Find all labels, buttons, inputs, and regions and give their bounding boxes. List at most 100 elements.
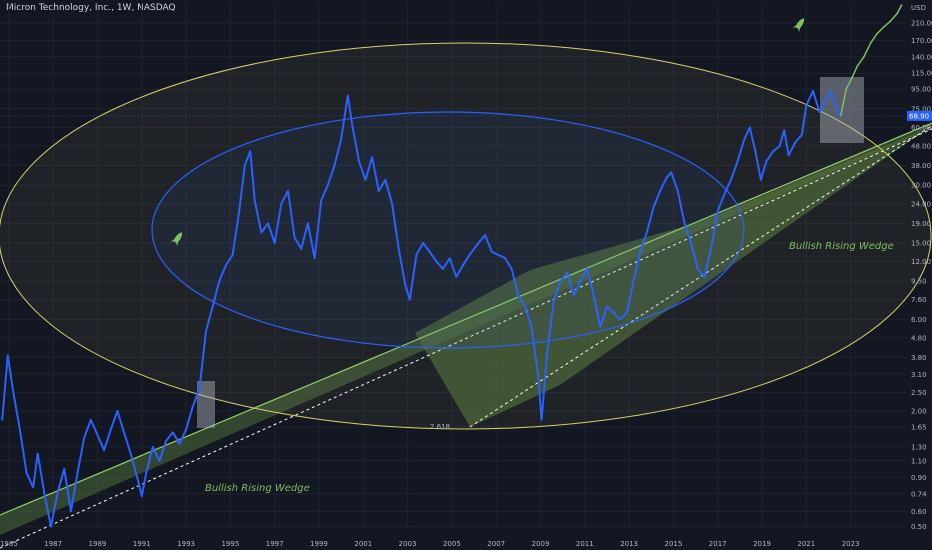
price-point [371, 156, 373, 159]
price-point [676, 190, 679, 192]
price-point [260, 231, 263, 234]
y-tick-label: 6.00 [911, 316, 927, 324]
x-tick-label: 2017 [709, 540, 727, 548]
y-tick-label: 0.90 [911, 474, 927, 482]
price-point [300, 247, 303, 250]
price-point [592, 294, 595, 297]
outer-ellipse [0, 42, 932, 430]
y-tick-label: 60.00 [911, 124, 931, 132]
last-price-label: 68.90 [909, 112, 929, 120]
price-point [198, 388, 201, 390]
price-point [836, 110, 839, 112]
price-point [116, 410, 119, 412]
x-tick-label: 1995 [221, 540, 239, 548]
inner-ellipse [151, 111, 745, 349]
price-point [537, 376, 540, 379]
price-point [377, 190, 380, 192]
price-point [313, 257, 316, 260]
x-tick-label: 2015 [664, 540, 682, 548]
price-point [900, 4, 903, 6]
y-tick-label: 2.50 [911, 389, 927, 397]
y-tick-label: 1.30 [911, 443, 927, 451]
price-point [63, 467, 66, 470]
price-point [510, 268, 513, 270]
x-tick-label: 2003 [399, 540, 417, 548]
price-point [280, 202, 283, 205]
price-point [599, 325, 602, 328]
price-point [243, 164, 246, 167]
price-point [178, 442, 181, 445]
price-point [6, 354, 9, 357]
price-point [225, 264, 227, 267]
price-point [889, 20, 892, 22]
price-point [772, 150, 774, 153]
price-point [566, 271, 568, 274]
price-point [249, 150, 252, 153]
y-tick-label: 75.00 [911, 105, 931, 113]
currency-label: USD [911, 4, 926, 12]
price-point [404, 284, 407, 287]
price-point [89, 418, 92, 421]
price-point [730, 178, 732, 181]
y-tick-label: 140.00 [911, 53, 932, 61]
price-point [845, 88, 848, 90]
chart-header: Micron Technology, Inc., 1W, NASDAQ [6, 3, 176, 13]
price-point [136, 476, 139, 479]
price-point [794, 141, 797, 144]
y-tick-label: 95.00 [911, 86, 931, 94]
price-point [428, 250, 431, 253]
price-point [690, 242, 692, 244]
price-point [765, 160, 768, 163]
price-point [165, 439, 168, 442]
x-tick-label: 2011 [576, 540, 594, 548]
x-tick-label: 2019 [753, 540, 771, 548]
price-point [665, 176, 668, 179]
price-point [171, 431, 174, 434]
price-point [1, 418, 4, 421]
price-point [83, 436, 86, 439]
price-point [103, 449, 105, 452]
price-point [455, 275, 458, 278]
y-tick-label: 170.00 [911, 37, 932, 45]
price-point [158, 460, 161, 462]
price-point [619, 318, 622, 321]
price-point [76, 472, 79, 474]
price-point [659, 190, 661, 192]
price-point [326, 184, 329, 187]
price-point [287, 190, 289, 192]
price-point [397, 247, 400, 250]
last-price-marker [907, 110, 932, 121]
fib-level-label: 2.618 [430, 423, 450, 431]
x-tick-label: 1987 [44, 540, 62, 548]
lower-wedge-fill [415, 127, 930, 427]
price-point [559, 280, 562, 282]
price-axis: USD 210.00 170.00 140.00 115.00 95.00 75.00 60… [0, 4, 932, 531]
price-point [25, 472, 28, 474]
y-tick-label: 2.00 [911, 408, 927, 416]
price-point [185, 428, 188, 431]
price-point [462, 264, 464, 267]
x-tick-label: 2023 [842, 540, 860, 548]
wedge-label-lower: Bullish Rising Wedge [205, 483, 310, 494]
price-point [812, 90, 814, 92]
price-point [96, 434, 99, 436]
price-point [490, 250, 493, 253]
price-point [435, 260, 438, 263]
price-point [696, 268, 699, 270]
x-tick-label: 1989 [89, 540, 107, 548]
price-point [422, 242, 424, 244]
price-point [632, 280, 635, 282]
price-point [109, 428, 112, 431]
price-point [818, 111, 821, 114]
price-point [484, 234, 486, 237]
price-point [19, 428, 21, 431]
price-point [43, 491, 46, 494]
price-point [723, 193, 726, 195]
y-tick-label: 1.65 [911, 424, 927, 432]
price-point [293, 236, 296, 239]
y-tick-label: 38.00 [911, 162, 931, 170]
price-point [333, 164, 336, 167]
time-axis: 1985 1987 1989 1991 1993 1995 1997 1999 2001 2003… [0, 540, 860, 548]
price-point [572, 294, 575, 297]
price-point [716, 210, 719, 213]
